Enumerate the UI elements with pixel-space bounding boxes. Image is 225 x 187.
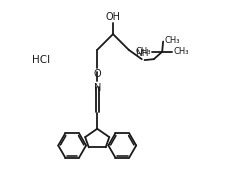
Text: HCl: HCl (32, 55, 50, 65)
Text: OH: OH (105, 12, 120, 22)
Text: CH₃: CH₃ (173, 47, 188, 56)
Text: NH: NH (134, 49, 148, 58)
Text: CH₃: CH₃ (164, 36, 180, 45)
Text: CH₃: CH₃ (135, 47, 150, 56)
Text: O: O (93, 69, 101, 79)
Text: N: N (93, 83, 101, 93)
